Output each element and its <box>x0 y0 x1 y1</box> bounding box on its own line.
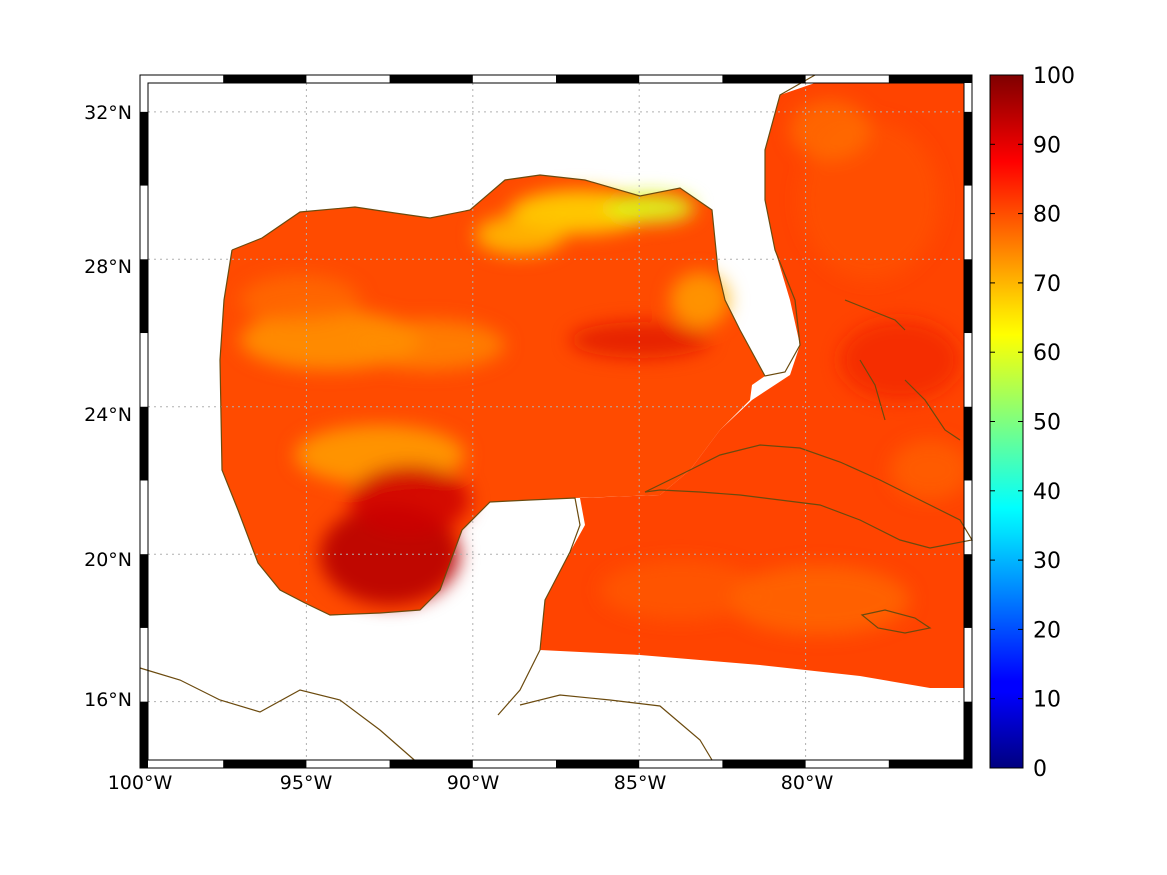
lon-label: 95°W <box>280 772 333 794</box>
colorbar-tick-label: 0 <box>1033 757 1047 782</box>
colorbar-tick-label: 20 <box>1033 618 1061 643</box>
lon-label: 85°W <box>614 772 667 794</box>
colorbar-tick-label: 40 <box>1033 480 1061 505</box>
colorbar-gradient <box>989 74 1024 769</box>
colorbar: 0 10 20 30 40 50 60 70 80 90 100 <box>989 64 1075 782</box>
frame-segment <box>140 554 148 628</box>
gulf-coast <box>231 74 816 377</box>
mexico-coast <box>219 249 581 716</box>
honduras-coast <box>519 694 713 761</box>
frame-segment <box>964 406 972 481</box>
lat-label: 20°N <box>84 549 132 571</box>
frame-segment <box>223 760 307 768</box>
latitude-labels: 32°N 28°N 24°N 20°N 16°N <box>84 102 132 711</box>
colorbar-tick-label: 30 <box>1033 549 1061 574</box>
field-variations <box>240 100 964 635</box>
frame-segment <box>140 701 148 768</box>
lon-label: 90°W <box>447 772 500 794</box>
frame-segment <box>888 760 972 768</box>
lat-label: 28°N <box>84 256 132 278</box>
frame-segment <box>964 111 972 186</box>
map-frame <box>139 74 973 769</box>
frame-segment <box>964 259 972 334</box>
frame-segment <box>964 701 972 768</box>
frame-segment <box>389 75 473 83</box>
frame-segment <box>140 111 148 186</box>
lat-label: 32°N <box>84 102 132 124</box>
longitude-labels: 100°W 95°W 90°W 85°W 80°W <box>108 772 834 794</box>
lon-label: 80°W <box>781 772 834 794</box>
data-field <box>220 83 964 688</box>
colorbar-tick-label: 90 <box>1033 133 1061 158</box>
frame-segment <box>964 554 972 628</box>
colorbar-tick-label: 50 <box>1033 411 1061 436</box>
colorbar-tick-label: 70 <box>1033 272 1061 297</box>
jamaica-coast <box>860 609 932 634</box>
frame-segment <box>140 406 148 481</box>
central-america-coast <box>139 667 421 766</box>
colorbar-tick-label: 60 <box>1033 341 1061 366</box>
lat-label: 16°N <box>84 689 132 711</box>
colorbar-tick-label: 10 <box>1033 688 1061 713</box>
frame-segment <box>722 760 806 768</box>
bahamas-coast <box>844 299 961 441</box>
frame-segment <box>140 259 148 334</box>
colorbar-tick-label: 100 <box>1033 64 1075 89</box>
frame-segment <box>223 75 307 83</box>
lat-label: 24°N <box>84 404 132 426</box>
frame-segment <box>389 760 473 768</box>
frame-segment <box>556 760 640 768</box>
lon-label: 100°W <box>108 772 173 794</box>
frame-segment <box>888 75 972 83</box>
frame-segment <box>722 75 806 83</box>
colorbar-tick-label: 80 <box>1033 203 1061 228</box>
frame-segment <box>556 75 640 83</box>
colorbar-ticks: 0 10 20 30 40 50 60 70 80 90 100 <box>990 64 1075 782</box>
